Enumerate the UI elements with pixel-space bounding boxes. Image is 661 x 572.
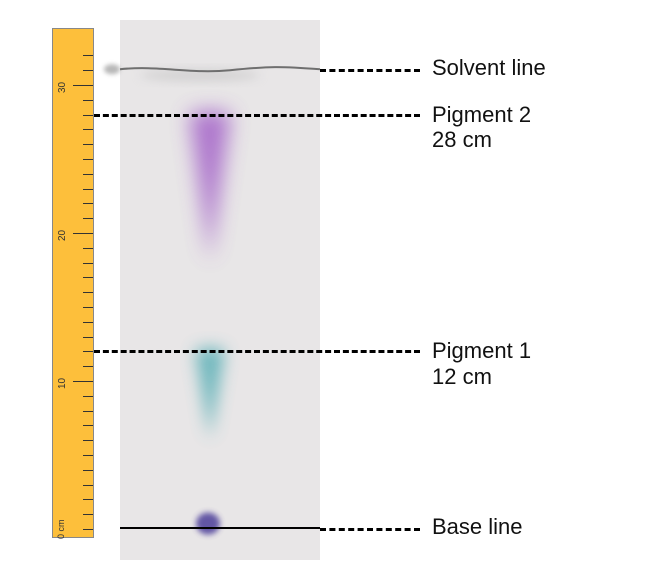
label-pigment-1: Pigment 1 12 cm bbox=[432, 338, 531, 389]
solvent-front-path bbox=[120, 67, 320, 71]
label-pigment-2-name: Pigment 2 bbox=[432, 102, 531, 127]
solvent-front-line bbox=[0, 0, 661, 572]
leader-base bbox=[320, 528, 420, 531]
label-base-text: Base line bbox=[432, 514, 523, 539]
label-solvent: Solvent line bbox=[432, 55, 546, 80]
label-pigment-1-value: 12 cm bbox=[432, 364, 492, 389]
label-base: Base line bbox=[432, 514, 523, 539]
leader-pigment-1 bbox=[94, 350, 420, 353]
leader-solvent bbox=[320, 69, 420, 72]
diagram-stage: 1020300 cm Solvent line Pigment 2 28 cm … bbox=[0, 0, 661, 572]
label-pigment-2: Pigment 2 28 cm bbox=[432, 102, 531, 153]
label-pigment-1-name: Pigment 1 bbox=[432, 338, 531, 363]
leader-pigment-2 bbox=[94, 114, 420, 117]
base-line bbox=[120, 527, 320, 529]
label-solvent-text: Solvent line bbox=[432, 55, 546, 80]
label-pigment-2-value: 28 cm bbox=[432, 127, 492, 152]
